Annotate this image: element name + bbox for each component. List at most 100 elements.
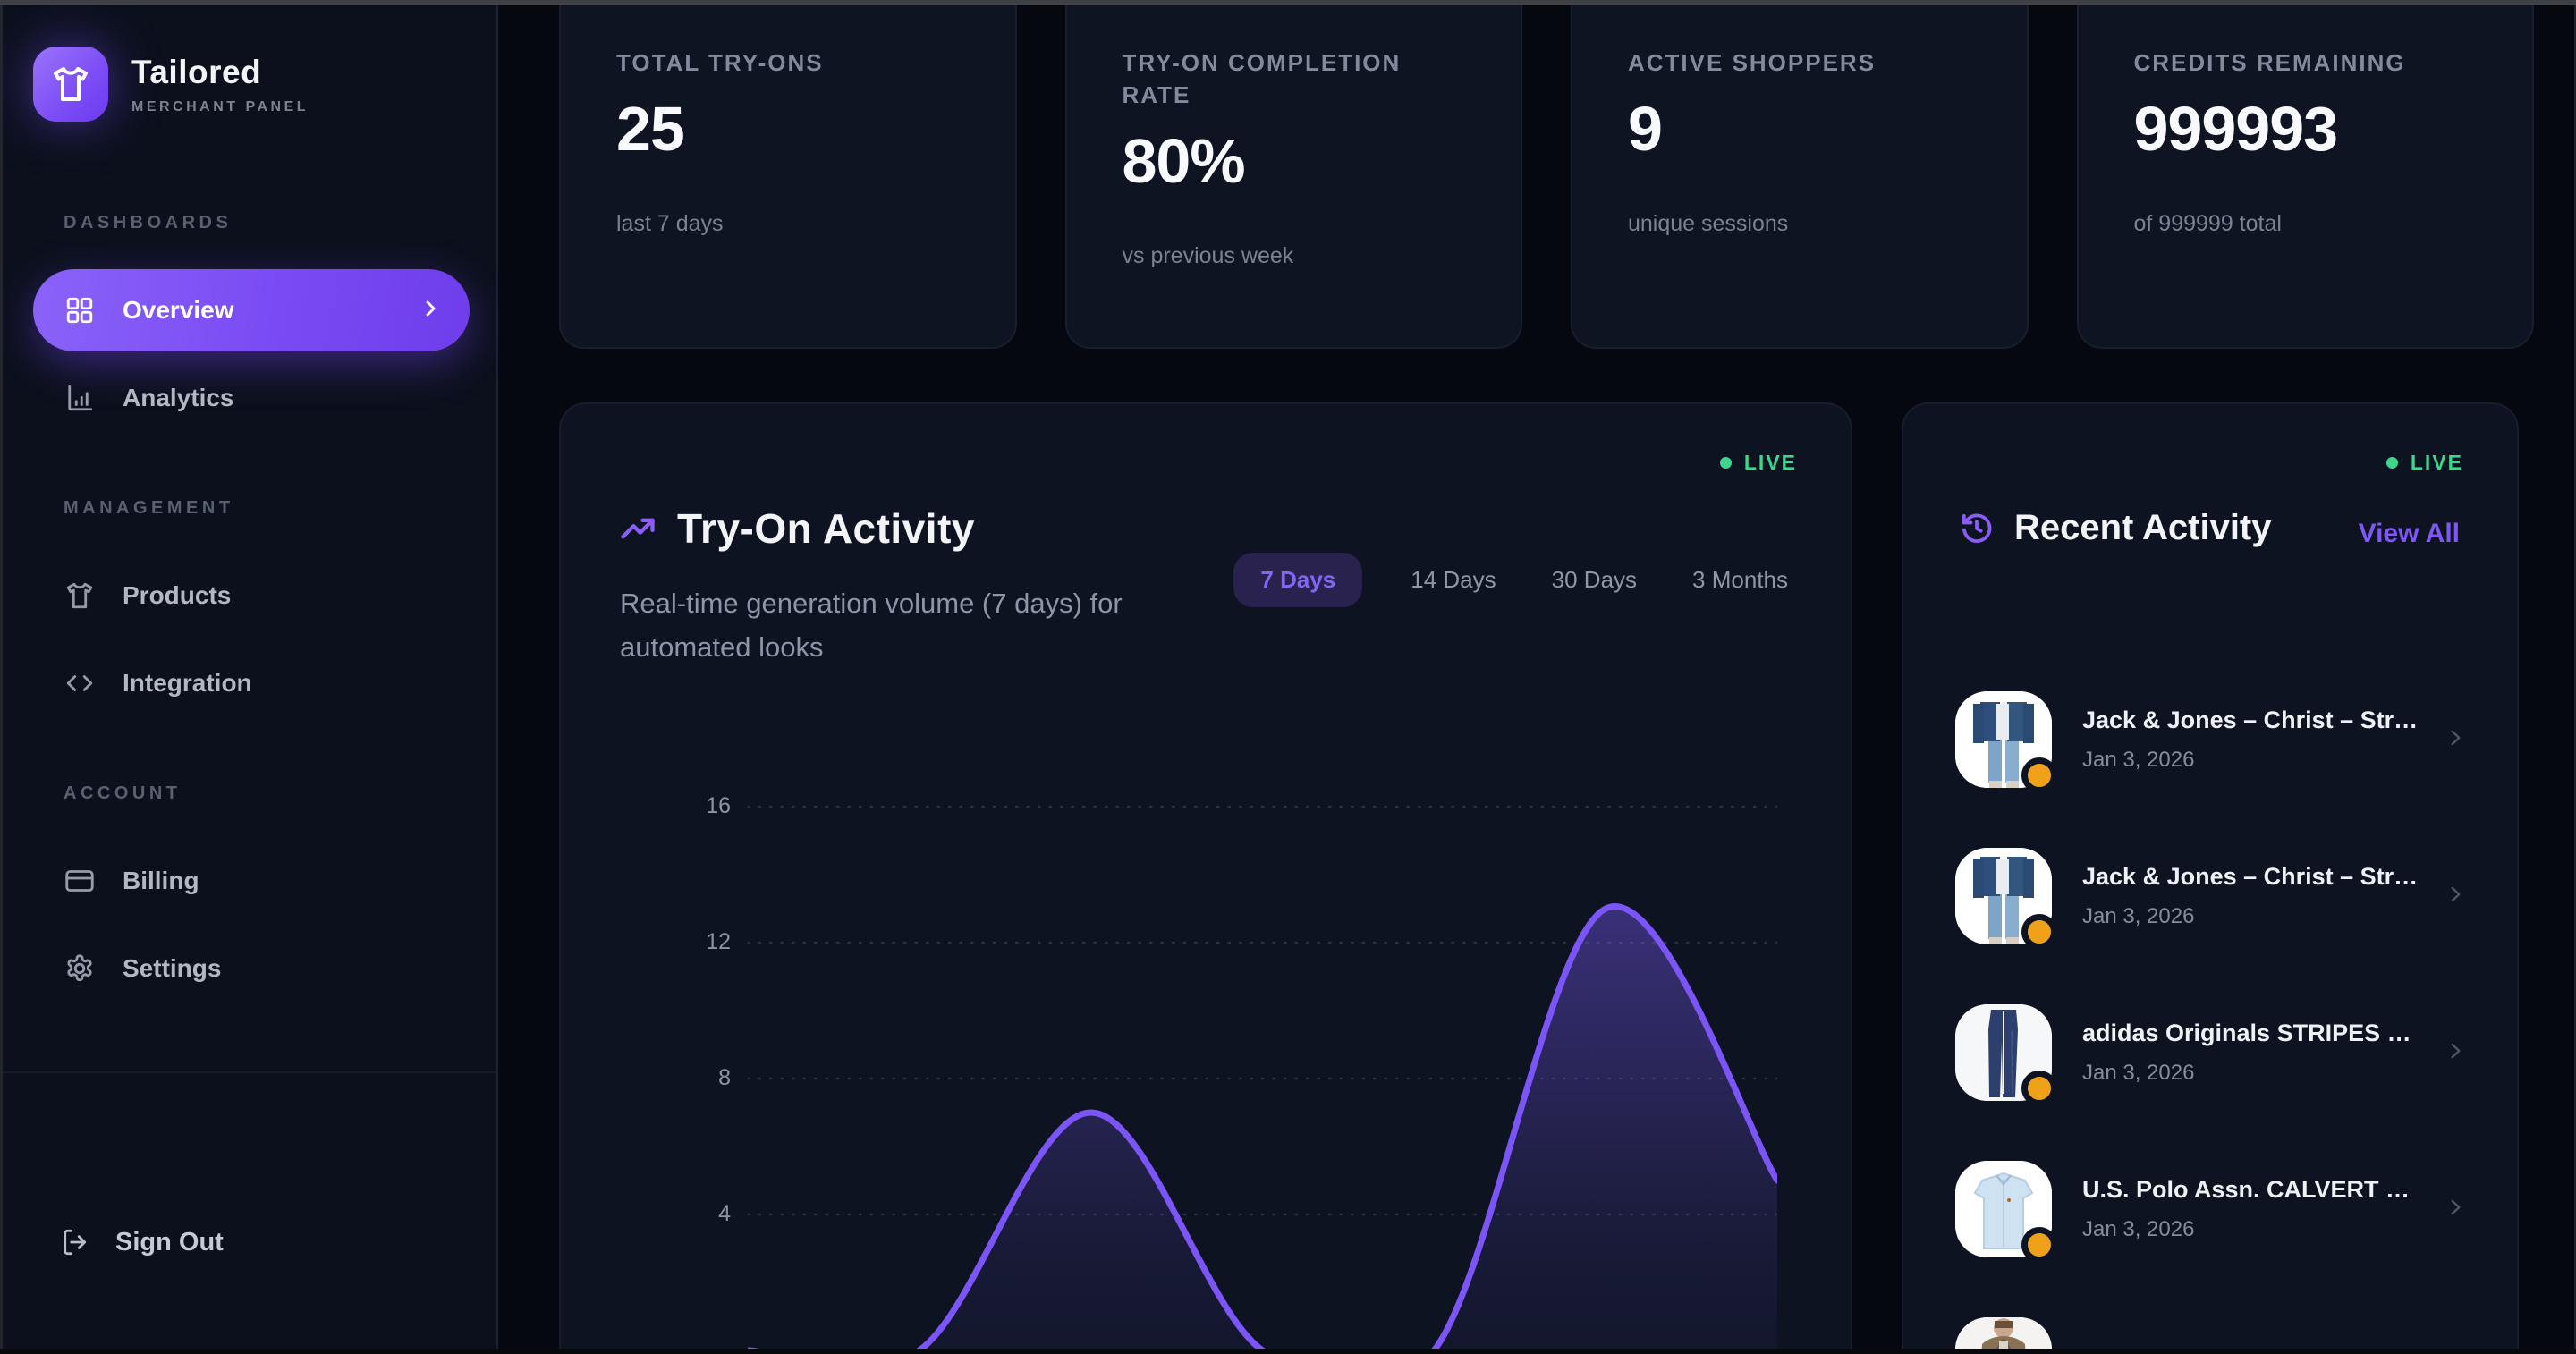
- tab-14-days[interactable]: 14 Days: [1411, 566, 1496, 593]
- section-label-account: ACCOUNT: [64, 783, 182, 803]
- stat-subtext: last 7 days: [616, 211, 724, 236]
- dashboard-grid-icon: [66, 297, 93, 324]
- light-blue-shirt-photo: [1955, 1161, 2052, 1257]
- window-bottom-strip: [0, 1349, 2576, 1354]
- stat-subtext: of 999999 total: [2133, 211, 2282, 236]
- activity-item-title: U.S. Polo Assn. CALVERT …: [2082, 1176, 2411, 1203]
- sidebar-item-label: Integration: [123, 669, 252, 697]
- view-all-link[interactable]: View All: [2358, 519, 2460, 548]
- sidebar-item-settings[interactable]: Settings: [33, 927, 470, 1010]
- main-content: TOTAL TRY-ONS 25 last 7 days TRY-ON COMP…: [500, 5, 2574, 1349]
- live-badge: LIVE: [1719, 451, 1797, 475]
- sidebar-item-analytics[interactable]: Analytics: [33, 357, 470, 439]
- sign-out-button[interactable]: Sign Out: [60, 1227, 496, 1257]
- tshirt-icon: [66, 582, 93, 609]
- activity-panel-title: Recent Activity: [2014, 508, 2272, 547]
- code-brackets-icon: [66, 675, 93, 691]
- sidebar-item-overview[interactable]: Overview: [33, 269, 470, 351]
- tshirt-logo-icon: [33, 47, 108, 122]
- activity-item-title: Brown Wool Coat: [2082, 1345, 2283, 1349]
- stat-value: 9: [1628, 94, 1663, 164]
- try-on-activity-area-chart: [748, 805, 1777, 1349]
- stat-label: TOTAL TRY-ONS: [616, 49, 824, 76]
- app-subtitle: MERCHANT PANEL: [131, 98, 309, 114]
- window-top-strip: [0, 0, 2576, 5]
- sidebar-item-label: Overview: [123, 296, 234, 324]
- y-axis-tick-label: 4: [718, 1201, 731, 1226]
- status-badge-orange: [2021, 1227, 2057, 1263]
- live-dot-icon: [2385, 457, 2398, 469]
- live-dot-icon: [1719, 457, 1732, 469]
- recent-activity-panel: LIVE Recent Activity View All: [1902, 402, 2519, 1349]
- window-left-edge: [0, 5, 3, 1349]
- stat-card-completion-rate: TRY-ON COMPLETION RATE 80% vs previous w…: [1064, 5, 1522, 349]
- status-badge-orange: [2021, 1071, 2057, 1106]
- tab-3-months[interactable]: 3 Months: [1692, 566, 1788, 593]
- gridlines: [748, 805, 1777, 1216]
- status-badge-orange: [2021, 914, 2057, 950]
- credit-card-icon: [65, 870, 94, 892]
- stat-subtext: unique sessions: [1628, 211, 1789, 236]
- activity-row[interactable]: Jack & Jones – Christ – Str… Jan 3, 2026: [1955, 691, 2472, 793]
- chart-subtitle: Real-time generation volume (7 days) for…: [620, 588, 1123, 663]
- time-range-tabs: 7 Days 14 Days 30 Days 3 Months: [1233, 553, 1795, 607]
- sidebar-item-products[interactable]: Products: [33, 554, 470, 637]
- activity-item-date: Jan 3, 2026: [2082, 1061, 2195, 1085]
- stat-card-credits-remaining: CREDITS REMAINING 999993 of 999999 total: [2076, 5, 2534, 349]
- gear-icon: [67, 954, 92, 982]
- chart-title: Try-On Activity: [677, 505, 975, 552]
- stat-cards-row: TOTAL TRY-ONS 25 last 7 days TRY-ON COMP…: [559, 5, 2534, 349]
- window-right-edge: [2574, 5, 2576, 1349]
- chevron-right-icon: [2444, 883, 2467, 910]
- sidebar-item-label: Billing: [123, 867, 199, 894]
- activity-item-title: Jack & Jones – Christ – Str…: [2082, 707, 2419, 733]
- activity-item-date: Jan 3, 2026: [2082, 748, 2195, 772]
- stat-label: TRY-ON COMPLETION RATE: [1122, 49, 1402, 108]
- app-title: Tailored: [131, 53, 262, 90]
- stat-value: 25: [616, 94, 685, 164]
- activity-item-date: Jan 3, 2026: [2082, 904, 2195, 928]
- denim-jacket-outfit-photo: [1955, 848, 2052, 944]
- activity-row[interactable]: Brown Wool Coat: [1955, 1317, 2472, 1349]
- tab-30-days[interactable]: 30 Days: [1551, 566, 1638, 593]
- history-clock-icon: [1962, 513, 1992, 543]
- section-label-dashboards: DASHBOARDS: [64, 213, 233, 233]
- section-label-management: MANAGEMENT: [64, 498, 234, 518]
- denim-jacket-outfit-photo: [1955, 691, 2052, 788]
- sidebar-item-label: Settings: [123, 954, 222, 982]
- activity-item-date: Jan 3, 2026: [2082, 1217, 2195, 1241]
- activity-row[interactable]: U.S. Polo Assn. CALVERT … Jan 3, 2026: [1955, 1161, 2472, 1263]
- activity-item-title: adidas Originals STRIPES …: [2082, 1020, 2411, 1046]
- stat-label: CREDITS REMAINING: [2133, 49, 2406, 76]
- live-label: LIVE: [2410, 451, 2463, 474]
- activity-row[interactable]: adidas Originals STRIPES … Jan 3, 2026: [1955, 1004, 2472, 1106]
- y-axis-tick-label: 12: [706, 929, 731, 954]
- sidebar-item-billing[interactable]: Billing: [33, 840, 470, 922]
- stat-label: ACTIVE SHOPPERS: [1628, 49, 1877, 76]
- brand-logo: Tailored MERCHANT PANEL: [33, 45, 470, 123]
- y-axis-tick-label: 8: [718, 1065, 731, 1090]
- bar-chart-icon: [68, 385, 93, 411]
- stat-value: 80%: [1122, 126, 1246, 196]
- live-label: LIVE: [1743, 451, 1797, 474]
- stat-card-total-try-ons: TOTAL TRY-ONS 25 last 7 days: [559, 5, 1017, 349]
- sidebar-item-integration[interactable]: Integration: [33, 642, 470, 724]
- logout-icon: [64, 1229, 87, 1256]
- tab-7-days[interactable]: 7 Days: [1233, 553, 1363, 607]
- chevron-right-icon: [2444, 1039, 2467, 1067]
- activity-row[interactable]: Jack & Jones – Christ – Str… Jan 3, 2026: [1955, 848, 2472, 950]
- activity-item-title: Jack & Jones – Christ – Str…: [2082, 863, 2419, 890]
- stat-card-active-shoppers: ACTIVE SHOPPERS 9 unique sessions: [1571, 5, 2029, 349]
- status-badge-orange: [2021, 757, 2057, 793]
- sidebar-item-label: Analytics: [123, 384, 234, 411]
- stat-value: 999993: [2133, 94, 2339, 164]
- brown-wool-coat-photo: [1955, 1317, 2052, 1349]
- sidebar: Tailored MERCHANT PANEL DASHBOARDS Overv…: [3, 5, 498, 1349]
- sidebar-item-label: Products: [123, 581, 232, 609]
- chevron-right-icon: [418, 296, 443, 326]
- try-on-activity-panel: LIVE Try-On Activity Real-time generatio…: [559, 402, 1852, 1349]
- live-badge: LIVE: [2385, 451, 2463, 475]
- chevron-right-icon: [2444, 1196, 2467, 1223]
- stat-subtext: vs previous week: [1122, 243, 1294, 268]
